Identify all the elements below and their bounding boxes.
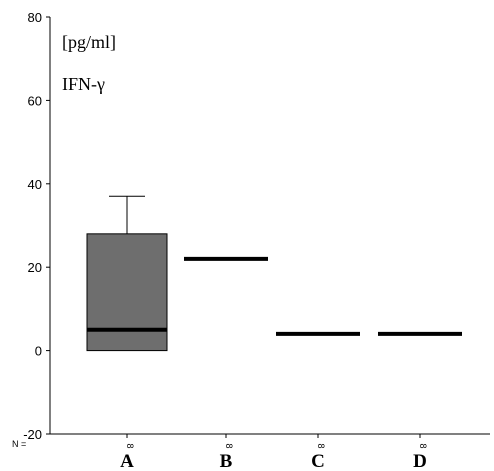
n-count-label: 8 xyxy=(316,443,326,448)
y-tick-label: 60 xyxy=(28,93,42,108)
y-tick-label: 0 xyxy=(35,344,42,359)
n-count-label: 8 xyxy=(125,443,135,448)
box-A xyxy=(86,233,168,352)
category-label: A xyxy=(120,451,134,471)
category-label: C xyxy=(311,451,325,471)
n-count-label: 8 xyxy=(418,443,428,448)
unit-label: [pg/ml] xyxy=(62,32,116,52)
y-tick-label: -20 xyxy=(23,427,42,442)
category-label: D xyxy=(413,451,427,471)
annotations: [pg/ml] IFN-γ N = xyxy=(12,32,116,449)
y-tick-label: 20 xyxy=(28,260,42,275)
n-count-label: 8 xyxy=(224,443,234,448)
plot-marks xyxy=(86,195,462,352)
series-label: IFN-γ xyxy=(62,74,105,94)
y-tick-label: 40 xyxy=(28,177,42,192)
axes: -20 0 20 40 60 80 8 A 8 B 8 C 8 D xyxy=(23,10,490,471)
category-label: B xyxy=(220,451,233,471)
y-tick-label: 80 xyxy=(28,10,42,25)
n-label: N = xyxy=(12,439,26,449)
